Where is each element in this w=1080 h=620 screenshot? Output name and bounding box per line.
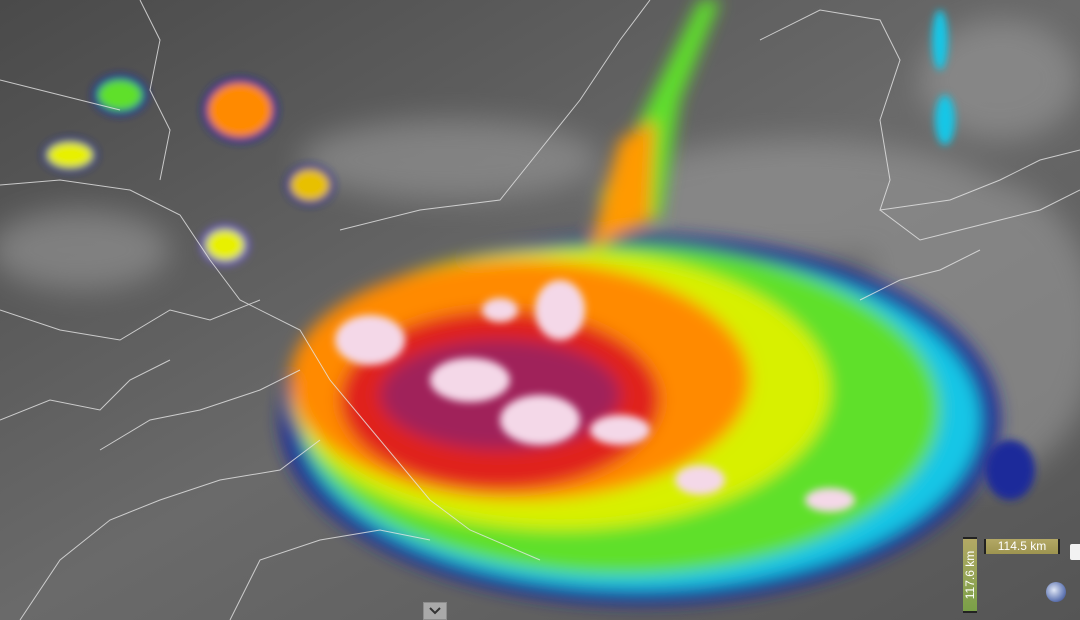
vertical-scale-label: 117.6 km (963, 550, 977, 600)
horizontal-scale-label: 114.5 km (997, 539, 1047, 553)
expand-panel-button[interactable] (423, 602, 447, 620)
vertical-scale-bar: 117.6 km (963, 537, 977, 613)
panel-toggle-button[interactable] (1070, 544, 1080, 560)
globe-icon[interactable] (1046, 582, 1066, 602)
storm-system (42, 0, 1035, 605)
horizontal-scale-bar: 114.5 km (984, 539, 1060, 554)
chevron-down-icon (429, 607, 441, 615)
cloud-texture (0, 20, 1080, 480)
